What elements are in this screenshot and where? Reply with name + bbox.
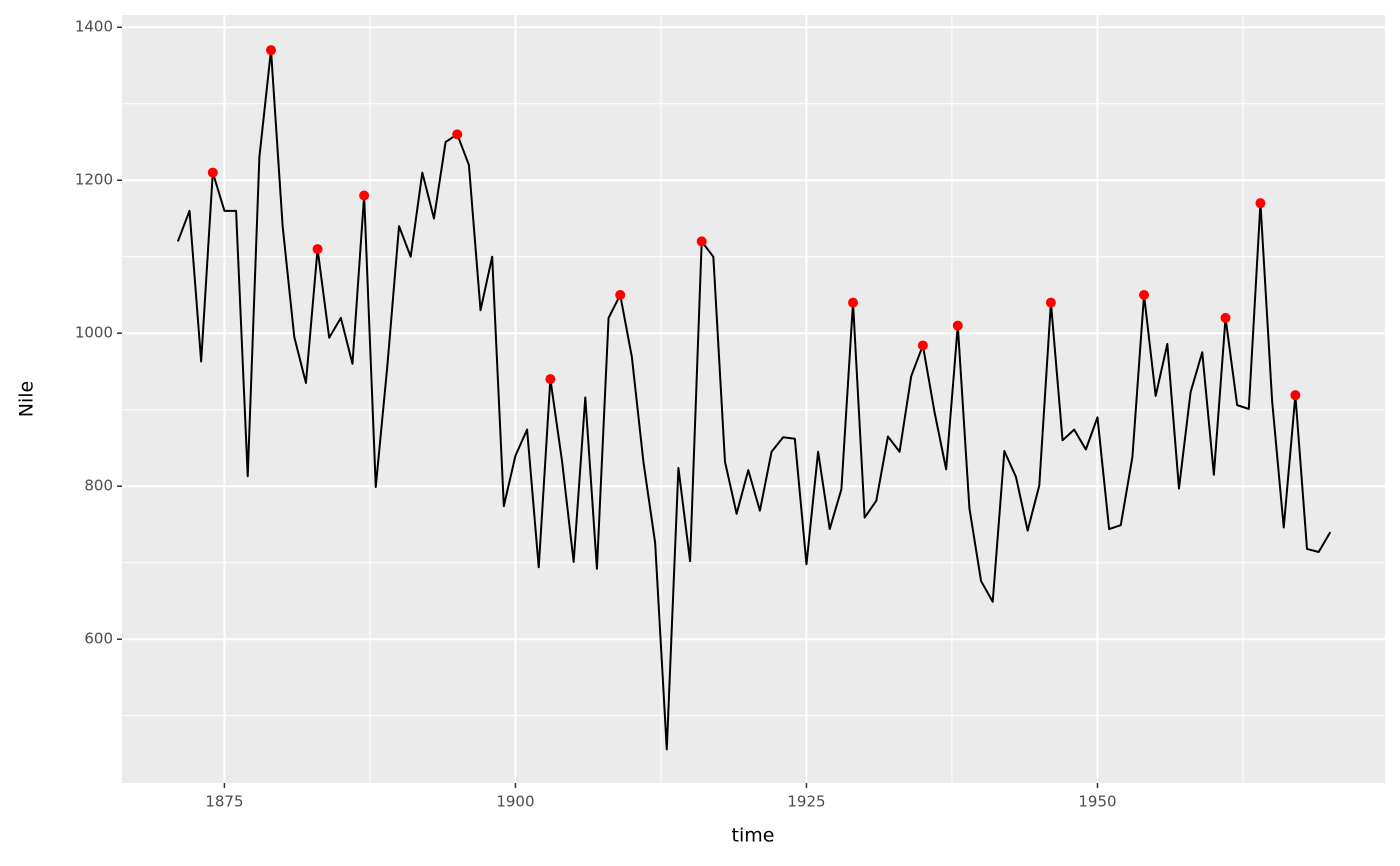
point bbox=[207, 167, 218, 178]
x-tick-label: 1900 bbox=[496, 793, 534, 811]
y-axis-title: Nile bbox=[16, 381, 38, 417]
panel bbox=[122, 15, 1385, 783]
point bbox=[917, 340, 928, 351]
point bbox=[1255, 198, 1266, 209]
point bbox=[1139, 289, 1150, 300]
x-tick-label: 1925 bbox=[787, 793, 825, 811]
point bbox=[1220, 312, 1231, 323]
point bbox=[1045, 297, 1056, 308]
point bbox=[452, 129, 463, 140]
point bbox=[265, 45, 276, 56]
point bbox=[615, 289, 626, 300]
point bbox=[696, 236, 707, 247]
x-tick-label: 1950 bbox=[1078, 793, 1116, 811]
y-tick-label: 1000 bbox=[75, 324, 113, 342]
y-tick-label: 600 bbox=[84, 630, 113, 648]
point bbox=[1290, 390, 1301, 401]
point bbox=[952, 320, 963, 331]
point bbox=[359, 190, 370, 201]
point bbox=[545, 374, 556, 385]
point bbox=[848, 297, 859, 308]
y-tick-label: 800 bbox=[84, 477, 113, 495]
x-axis-title: time bbox=[732, 825, 775, 847]
line bbox=[176, 49, 1332, 751]
x-tick-label: 1875 bbox=[205, 793, 243, 811]
y-tick-label: 1200 bbox=[75, 171, 113, 189]
point bbox=[312, 244, 323, 255]
y-tick-label: 1400 bbox=[75, 18, 113, 36]
